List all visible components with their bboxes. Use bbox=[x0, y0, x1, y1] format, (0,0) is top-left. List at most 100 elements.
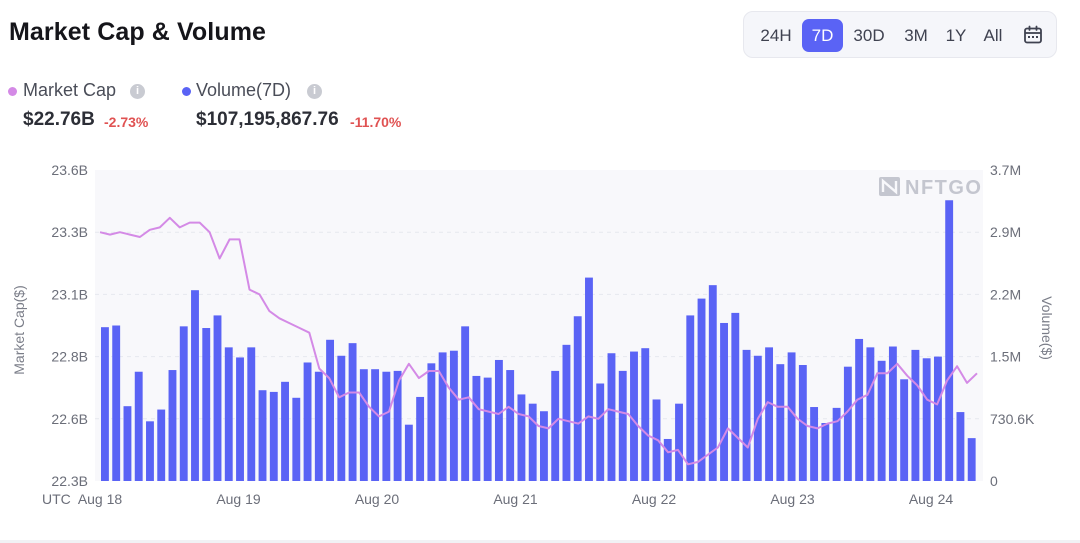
volume-bar bbox=[933, 356, 942, 481]
volume-bar bbox=[292, 397, 301, 481]
right-tick-label: 1.5M bbox=[990, 349, 1021, 365]
volume-info-icon[interactable]: i bbox=[307, 84, 322, 99]
volume-bar bbox=[179, 326, 188, 481]
x-tick-label: Aug 20 bbox=[355, 491, 400, 507]
range-3m-button[interactable]: 3M bbox=[904, 26, 928, 45]
volume-bar bbox=[404, 424, 413, 481]
volume-bar bbox=[438, 352, 447, 481]
volume-bar bbox=[843, 366, 852, 481]
volume-bar bbox=[393, 370, 402, 481]
range-7d-button[interactable]: 7D bbox=[802, 19, 843, 52]
volume-legend-label: Volume(7D) bbox=[196, 80, 292, 100]
volume-bar bbox=[866, 347, 875, 481]
volume-bar bbox=[371, 369, 380, 481]
volume-bar bbox=[416, 396, 425, 481]
volume-bar bbox=[810, 407, 819, 481]
timezone-label: UTC bbox=[42, 491, 71, 507]
volume-bar bbox=[720, 322, 728, 481]
left-tick-label: 23.1B bbox=[51, 286, 88, 302]
volume-bar bbox=[607, 353, 616, 481]
volume-bar bbox=[540, 411, 548, 481]
volume-bar bbox=[517, 394, 526, 481]
volume-bar bbox=[528, 403, 537, 481]
volume-bar bbox=[202, 328, 211, 481]
volume-bar bbox=[303, 362, 312, 481]
volume-bar bbox=[213, 315, 222, 481]
volume-bar bbox=[832, 407, 841, 481]
volume-bar bbox=[787, 352, 796, 481]
volume-bar bbox=[855, 338, 864, 481]
range-24h-button[interactable]: 24H bbox=[760, 26, 792, 45]
market-cap-info-icon[interactable]: i bbox=[130, 84, 145, 99]
volume-bar bbox=[281, 381, 289, 481]
volume-bar bbox=[123, 406, 132, 481]
volume-bar bbox=[483, 377, 492, 481]
volume-bar bbox=[168, 370, 177, 481]
left-tick-label: 23.3B bbox=[51, 224, 88, 240]
volume-bar bbox=[269, 391, 278, 481]
volume-bar bbox=[911, 349, 920, 481]
volume-bar bbox=[945, 200, 954, 481]
volume-bar bbox=[573, 316, 582, 481]
bottom-divider bbox=[0, 540, 1080, 543]
left-tick-label: 22.6B bbox=[51, 411, 88, 427]
volume-bar bbox=[742, 349, 751, 481]
market-cap-change: -2.73% bbox=[104, 114, 149, 130]
volume-bar bbox=[494, 359, 503, 481]
volume-bar bbox=[146, 421, 154, 481]
x-tick-label: Aug 24 bbox=[909, 491, 954, 507]
volume-bar bbox=[112, 325, 121, 481]
x-tick-label: Aug 22 bbox=[632, 491, 677, 507]
volume-bar bbox=[922, 358, 931, 481]
right-tick-label: 2.2M bbox=[990, 286, 1021, 302]
range-all-button[interactable]: All bbox=[983, 26, 1003, 45]
volume-bar bbox=[472, 375, 481, 481]
volume-change: -11.70% bbox=[350, 114, 402, 130]
right-tick-label: 730.6K bbox=[990, 411, 1035, 427]
volume-bar bbox=[956, 412, 965, 481]
right-tick-label: 0 bbox=[990, 473, 998, 489]
volume-bar bbox=[641, 348, 650, 481]
left-tick-label: 22.3B bbox=[51, 473, 88, 489]
market-cap-line bbox=[99, 216, 978, 466]
watermark-text: NFTGO bbox=[905, 177, 983, 199]
time-range-selector: 24H 7D 30D 3M 1Y All bbox=[743, 11, 1057, 58]
volume-bar bbox=[630, 351, 638, 481]
volume-bar bbox=[686, 315, 695, 481]
volume-bar bbox=[506, 370, 515, 481]
volume-bar bbox=[765, 347, 774, 481]
right-axis-label: Volume($) bbox=[1039, 296, 1055, 360]
x-tick-label: Aug 18 bbox=[78, 491, 123, 507]
range-30d-button[interactable]: 30D bbox=[853, 26, 885, 45]
left-axis-ticks: 23.6B 23.3B 23.1B 22.8B 22.6B 22.3B bbox=[51, 162, 88, 489]
volume-bar bbox=[551, 370, 560, 481]
volume-legend-dot bbox=[182, 87, 191, 96]
volume-bar bbox=[337, 355, 346, 481]
volume-bar bbox=[449, 350, 458, 481]
right-tick-label: 2.9M bbox=[990, 224, 1021, 240]
page-title: Market Cap & Volume bbox=[9, 18, 267, 46]
right-axis-ticks: 3.7M 2.9M 2.2M 1.5M 730.6K 0 bbox=[990, 162, 1035, 489]
volume-bars bbox=[101, 200, 976, 481]
volume-bar bbox=[236, 357, 244, 481]
volume-bar bbox=[562, 344, 571, 481]
market-cap-legend-dot bbox=[8, 87, 17, 96]
range-1y-button[interactable]: 1Y bbox=[945, 26, 967, 45]
volume-bar bbox=[585, 277, 593, 481]
volume-bar bbox=[101, 327, 109, 481]
nftgo-watermark: NFTGO bbox=[879, 177, 983, 199]
volume-bar bbox=[359, 369, 368, 481]
volume-bar bbox=[258, 390, 267, 481]
volume-bar bbox=[314, 371, 323, 481]
volume-bar bbox=[888, 346, 897, 481]
left-axis-label: Market Cap($) bbox=[11, 285, 27, 374]
volume-bar bbox=[191, 290, 199, 481]
market-cap-legend-label: Market Cap bbox=[23, 80, 117, 100]
x-tick-label: Aug 21 bbox=[493, 491, 538, 507]
volume-bar bbox=[596, 383, 605, 481]
volume-bar bbox=[675, 403, 683, 481]
volume-bar bbox=[134, 371, 143, 481]
volume-bar bbox=[427, 363, 436, 481]
calendar-icon[interactable] bbox=[1023, 25, 1043, 45]
